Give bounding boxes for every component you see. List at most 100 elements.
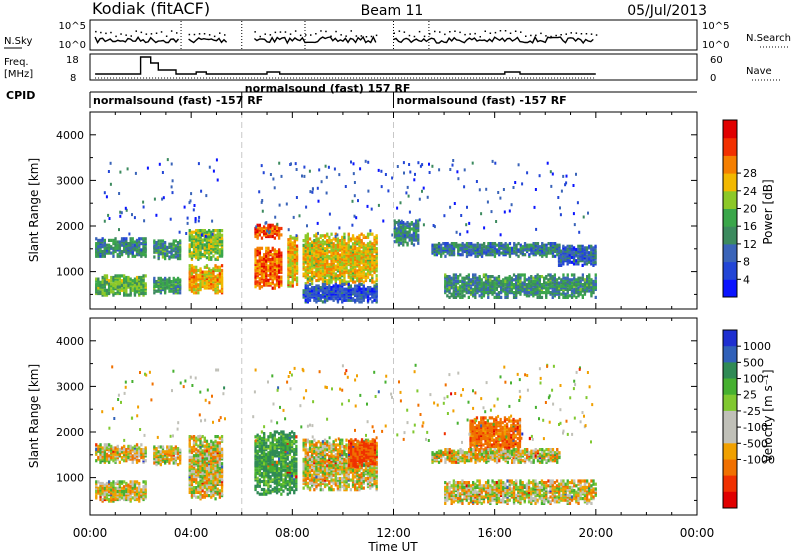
scatter-cell [525,291,529,295]
scatter-cell [353,214,356,218]
scatter-cell [120,251,124,255]
scatter-cell [495,243,499,247]
scatter-cell [127,242,130,246]
scatter-cell [538,253,542,257]
scatter-cell [493,276,496,280]
scatter-cell [476,242,479,246]
scatter-cell [347,269,350,273]
scatter-cell [449,168,452,171]
scatter-cell [157,450,160,454]
scatter-cell [536,276,539,280]
scatter-cell [538,275,541,279]
scatter-cell [127,444,130,448]
scatter-cell [125,243,128,247]
nsearch-point [274,31,277,34]
scatter-cell [293,250,296,254]
scatter-cell [103,491,106,495]
scatter-cell [133,243,137,247]
scatter-cell [293,244,296,248]
scatter-cell [116,285,119,289]
scatter-cell [278,233,281,237]
scatter-cell [188,441,191,445]
scatter-cell [373,248,376,252]
scatter-cell [366,248,370,252]
scatter-cell [341,278,344,283]
scatter-cell [120,455,124,460]
scatter-cell [197,249,200,253]
scatter-cell [123,459,126,463]
nsearch-point [213,35,216,38]
scatter-cell [135,243,139,247]
scatter-cell [199,452,202,456]
scatter-cell [351,242,355,246]
scatter-cell [354,298,357,302]
scatter-cell [192,474,196,479]
scatter-cell [112,480,115,484]
scatter-cell [186,221,189,225]
scatter-cell [214,264,217,268]
scatter-cell [218,265,221,269]
scatter-cell [497,284,501,288]
scatter-cell [220,248,224,252]
scatter-cell [174,461,177,465]
scatter-cell [360,232,363,236]
nsearch-point [100,31,102,34]
scatter-cell [220,236,224,241]
scatter-cell [519,246,522,250]
scatter-cell [291,254,294,258]
scatter-cell [166,245,169,249]
scatter-cell [280,174,283,178]
scatter-cell [201,460,204,464]
scatter-cell [358,277,361,281]
scatter-cell [218,254,221,258]
nsearch-point [365,36,368,38]
scatter-cell [373,243,376,247]
scatter-cell [515,253,518,257]
scatter-cell [408,230,411,234]
scatter-cell [105,485,109,489]
scatter-cell [109,161,112,165]
scatter-cell [339,284,342,288]
scatter-cell [166,249,169,253]
scatter-cell [275,281,279,286]
scatter-cell [448,253,451,257]
scatter-cell [164,249,167,253]
scatter-cell [135,486,139,490]
scatter-cell [195,495,198,499]
scatter-cell [311,248,314,252]
scatter-cell [472,279,475,283]
scatter-cell [291,284,294,288]
scatter-cell [110,279,113,283]
scatter-cell [338,173,341,177]
scatter-cell [317,231,319,235]
nsearch-point [565,33,567,35]
scatter-cell [511,251,514,255]
scatter-cell [364,159,367,163]
scatter-cell [491,159,494,163]
scatter-cell [412,230,416,234]
scatter-cell [214,283,217,287]
scatter-cell [506,243,509,247]
scatter-cell [140,285,143,289]
scatter-cell [116,253,119,257]
scatter-cell [476,251,479,255]
cpid-label: CPID [6,89,35,102]
scatter-cell [128,232,131,236]
nsearch-point [310,34,312,36]
scatter-cell [532,276,535,280]
scatter-cell [170,445,173,449]
scatter-cell [118,228,120,232]
scatter-cell [197,256,200,260]
scatter-cell [123,242,126,246]
scatter-cell [594,279,597,283]
scatter-cell [201,449,204,453]
scatter-cell [570,249,574,253]
scatter-cell [452,289,455,293]
scatter-cell [415,238,418,242]
scatter-cell [455,242,458,246]
velocity-data [95,363,597,505]
scatter-cell [328,212,331,216]
scatter-cell [513,243,516,247]
scatter-cell [267,264,270,268]
scatter-cell [568,251,571,255]
